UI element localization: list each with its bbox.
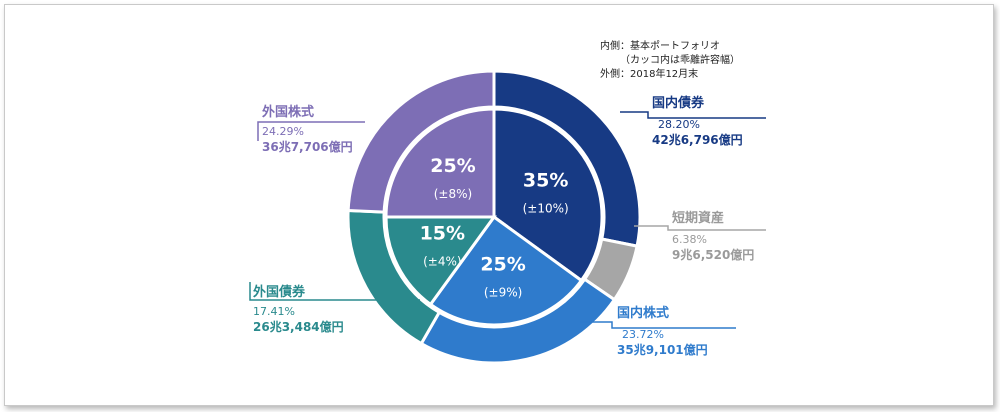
label-short-term: 短期資産 6.38% 9兆6,520億円 xyxy=(672,211,754,263)
label-foreign-equities-pct: 24.29% xyxy=(262,125,304,138)
inner-label-foreign-equities: 25% xyxy=(430,155,475,177)
inner-slice-domestic-equities xyxy=(428,214,584,327)
note-range-line: （カッコ内は乖離許容幅） xyxy=(620,55,740,66)
leader-line-domestic-bonds xyxy=(620,111,766,119)
leader-line-foreign-equities xyxy=(257,121,365,141)
label-domestic-bonds-amount: 42兆6,796億円 xyxy=(652,133,743,147)
label-domestic-equities-pct: 23.72% xyxy=(622,328,664,341)
leader-line-domestic-equities xyxy=(580,321,736,329)
leader-line-short-term xyxy=(634,225,766,231)
label-domestic-bonds: 国内債券 28.20% 42兆6,796億円 xyxy=(652,96,743,148)
label-domestic-bonds-name: 国内債券 xyxy=(652,96,705,111)
inner-pie xyxy=(384,107,604,327)
inner-slice-domestic-bonds xyxy=(492,107,604,283)
outer-slice-foreign-equities xyxy=(346,69,496,214)
inner-range-foreign-equities: (±8%) xyxy=(434,187,472,201)
inner-slice-foreign-equities xyxy=(384,107,496,219)
inner-label-domestic-bonds: 35% xyxy=(523,170,568,192)
label-domestic-equities-amount: 35兆9,101億円 xyxy=(617,343,708,357)
label-foreign-bonds-amount: 26兆3,484億円 xyxy=(253,320,344,334)
label-foreign-equities-amount: 36兆7,706億円 xyxy=(262,140,353,154)
label-short-term-name: 短期資産 xyxy=(672,211,725,226)
label-foreign-equities: 外国株式 24.29% 36兆7,706億円 xyxy=(262,105,353,155)
inner-range-domestic-equities: (±9%) xyxy=(484,285,522,299)
inner-slice-foreign-bonds xyxy=(384,215,497,307)
label-foreign-bonds: 外国債券 17.41% 26兆3,484億円 xyxy=(253,285,344,335)
label-domestic-bonds-pct: 28.20% xyxy=(658,118,700,131)
label-foreign-bonds-pct: 17.41% xyxy=(253,305,295,318)
inner-label-foreign-bonds: 15% xyxy=(420,222,465,244)
note-outer-line: 外側：2018年12月末 xyxy=(600,69,699,80)
note-inner-line: 内側：基本ポートフォリオ xyxy=(600,41,720,52)
label-foreign-equities-name: 外国株式 xyxy=(262,105,315,120)
outer-ring xyxy=(346,69,642,365)
label-foreign-bonds-name: 外国債券 xyxy=(253,285,306,300)
chart-note: 内側：基本ポートフォリオ （カッコ内は乖離許容幅） 外側：2018年12月末 xyxy=(600,40,740,82)
label-short-term-amount: 9兆6,520億円 xyxy=(672,248,755,262)
label-domestic-equities: 国内株式 23.72% 35兆9,101億円 xyxy=(617,306,708,358)
label-domestic-equities-name: 国内株式 xyxy=(617,306,670,321)
inner-range-foreign-bonds: (±4%) xyxy=(423,254,461,268)
inner-label-domestic-equities: 25% xyxy=(480,253,525,275)
label-short-term-pct: 6.38% xyxy=(672,233,707,246)
leader-line-foreign-bonds xyxy=(249,282,420,301)
inner-range-domestic-bonds: (±10%) xyxy=(523,202,569,216)
